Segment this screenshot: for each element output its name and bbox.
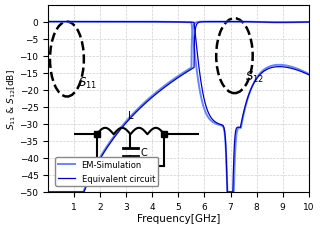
Y-axis label: $S_{11}$ & $S_{12}$[dB]: $S_{11}$ & $S_{12}$[dB] [5,68,18,129]
X-axis label: Frequency[GHz]: Frequency[GHz] [137,213,220,224]
Legend: EM-Simulation, Equivalent circuit: EM-Simulation, Equivalent circuit [55,157,158,186]
Text: $S_{11}$: $S_{11}$ [78,76,97,91]
Text: $S_{12}$: $S_{12}$ [245,69,264,84]
